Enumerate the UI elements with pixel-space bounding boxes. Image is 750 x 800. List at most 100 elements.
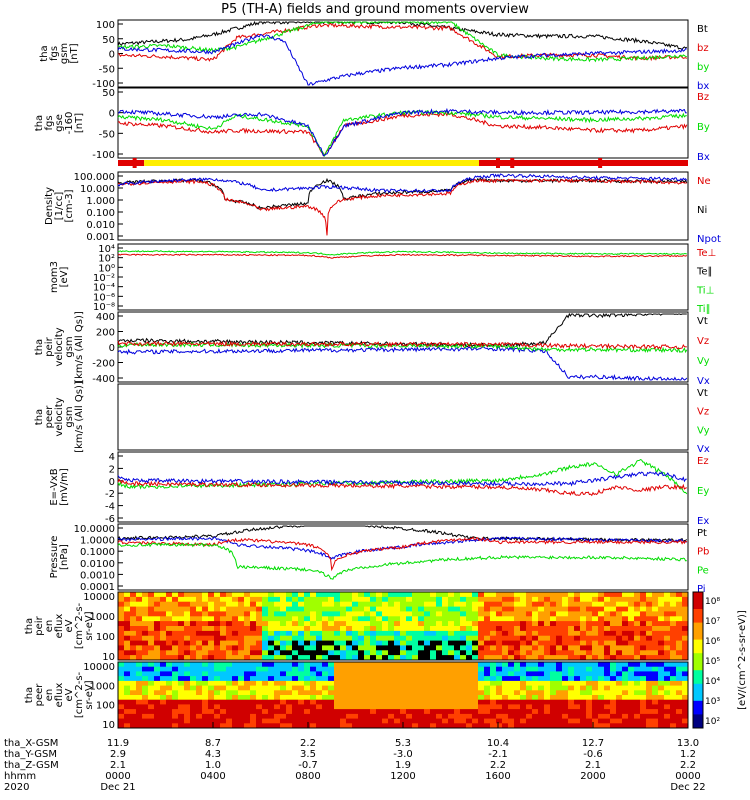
heatmap-cell xyxy=(484,621,491,627)
heatmap-cell xyxy=(448,626,455,632)
heatmap-cell xyxy=(424,662,431,668)
heatmap-cell xyxy=(178,713,185,720)
heatmap-cell xyxy=(562,616,569,622)
heatmap-cell xyxy=(178,676,185,682)
heatmap-cell xyxy=(622,666,629,672)
heatmap-cell xyxy=(178,640,185,646)
heatmap-cell xyxy=(178,650,185,656)
heatmap-cell xyxy=(604,650,611,656)
heatmap-cell xyxy=(298,606,305,612)
heatmap-cell xyxy=(538,718,545,724)
y-axis-label: eflux xyxy=(54,683,65,708)
heatmap-cell xyxy=(496,704,503,710)
heatmap-cell xyxy=(262,671,269,677)
heatmap-cell xyxy=(454,616,461,622)
y-axis-label: fgs xyxy=(44,115,55,130)
heatmap-cell xyxy=(346,630,353,637)
heatmap-cell xyxy=(640,666,647,672)
heatmap-cell xyxy=(586,596,593,603)
heatmap-cell xyxy=(196,601,203,608)
heatmap-cell xyxy=(508,723,515,729)
colorbar-cell xyxy=(693,677,703,681)
heatmap-cell xyxy=(580,616,587,622)
heatmap-cell xyxy=(670,680,677,687)
heatmap-cell xyxy=(568,680,575,687)
heatmap-cell xyxy=(154,645,161,651)
heatmap-cell xyxy=(658,611,665,617)
heatmap-cell xyxy=(664,621,671,627)
y-tick-label: 2 xyxy=(109,464,115,475)
heatmap-cell xyxy=(562,645,569,651)
heatmap-cell xyxy=(592,662,599,668)
heatmap-cell xyxy=(280,611,287,617)
heatmap-cell xyxy=(286,601,293,608)
x-tick-label: 0400 xyxy=(200,771,225,782)
heatmap-cell xyxy=(316,645,323,651)
heatmap-cell xyxy=(430,650,437,656)
heatmap-cell xyxy=(646,685,653,691)
heatmap-cell xyxy=(484,685,491,691)
heatmap-cell xyxy=(370,685,377,691)
heatmap-cell xyxy=(508,650,515,656)
heatmap-cell xyxy=(292,666,299,672)
heatmap-cell xyxy=(394,718,401,724)
heatmap-cell xyxy=(208,723,215,729)
heatmap-cell xyxy=(268,685,275,691)
heatmap-cell xyxy=(622,709,629,715)
heatmap-cell xyxy=(286,723,293,729)
heatmap-cell xyxy=(538,704,545,710)
heatmap-cell xyxy=(628,650,635,656)
x-tick-label: -0.7 xyxy=(298,760,318,771)
heatmap-cell xyxy=(244,616,251,622)
heatmap-cell xyxy=(220,671,227,677)
heatmap-cell xyxy=(622,723,629,729)
heatmap-cell xyxy=(556,626,563,632)
heatmap-cell xyxy=(154,666,161,672)
heatmap-cell xyxy=(406,676,413,682)
heatmap-cell xyxy=(220,621,227,627)
heatmap-cell xyxy=(466,621,473,627)
heatmap-cell xyxy=(178,655,185,661)
heatmap-cell xyxy=(424,601,431,608)
heatmap-cell xyxy=(310,718,317,724)
heatmap-cell xyxy=(328,655,335,661)
heatmap-cell xyxy=(382,666,389,672)
heatmap-cell xyxy=(130,685,137,691)
heatmap-cell xyxy=(472,662,479,668)
heatmap-cell xyxy=(532,680,539,687)
heatmap-cell xyxy=(592,640,599,646)
heatmap-cell xyxy=(202,655,209,661)
heatmap-cell xyxy=(202,616,209,622)
heatmap-cell xyxy=(394,626,401,632)
heatmap-cell xyxy=(490,666,497,672)
heatmap-cell xyxy=(580,699,587,705)
heatmap-cell xyxy=(586,671,593,677)
heatmap-cell xyxy=(118,662,125,668)
heatmap-cell xyxy=(448,655,455,661)
heatmap-cell xyxy=(388,671,395,677)
heatmap-cell xyxy=(388,635,395,642)
y-axis-label: tha xyxy=(34,339,45,355)
heatmap-cell xyxy=(310,704,317,710)
heatmap-cell xyxy=(538,592,545,598)
heatmap-cell xyxy=(184,645,191,651)
heatmap-cell xyxy=(472,713,479,720)
heatmap-cell xyxy=(124,596,131,603)
heatmap-cell xyxy=(142,630,149,637)
heatmap-cell xyxy=(514,616,521,622)
heatmap-cell xyxy=(322,666,329,672)
heatmap-cell xyxy=(586,676,593,682)
legend-entry: Ti∥ xyxy=(696,304,711,315)
heatmap-cell xyxy=(256,723,263,729)
heatmap-cell xyxy=(466,655,473,661)
heatmap-cell xyxy=(370,704,377,710)
heatmap-cell xyxy=(682,655,689,661)
heatmap-cell xyxy=(340,592,347,598)
y-tick-label: -4 xyxy=(105,502,115,513)
heatmap-cell xyxy=(328,699,335,705)
heatmap-cell xyxy=(166,655,173,661)
heatmap-cell xyxy=(358,606,365,612)
heatmap-cell xyxy=(376,592,383,598)
heatmap-cell xyxy=(154,616,161,622)
heatmap-cell xyxy=(226,626,233,632)
